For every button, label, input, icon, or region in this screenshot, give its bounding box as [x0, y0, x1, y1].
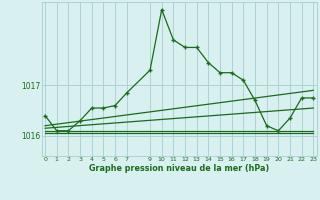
X-axis label: Graphe pression niveau de la mer (hPa): Graphe pression niveau de la mer (hPa) — [89, 164, 269, 173]
